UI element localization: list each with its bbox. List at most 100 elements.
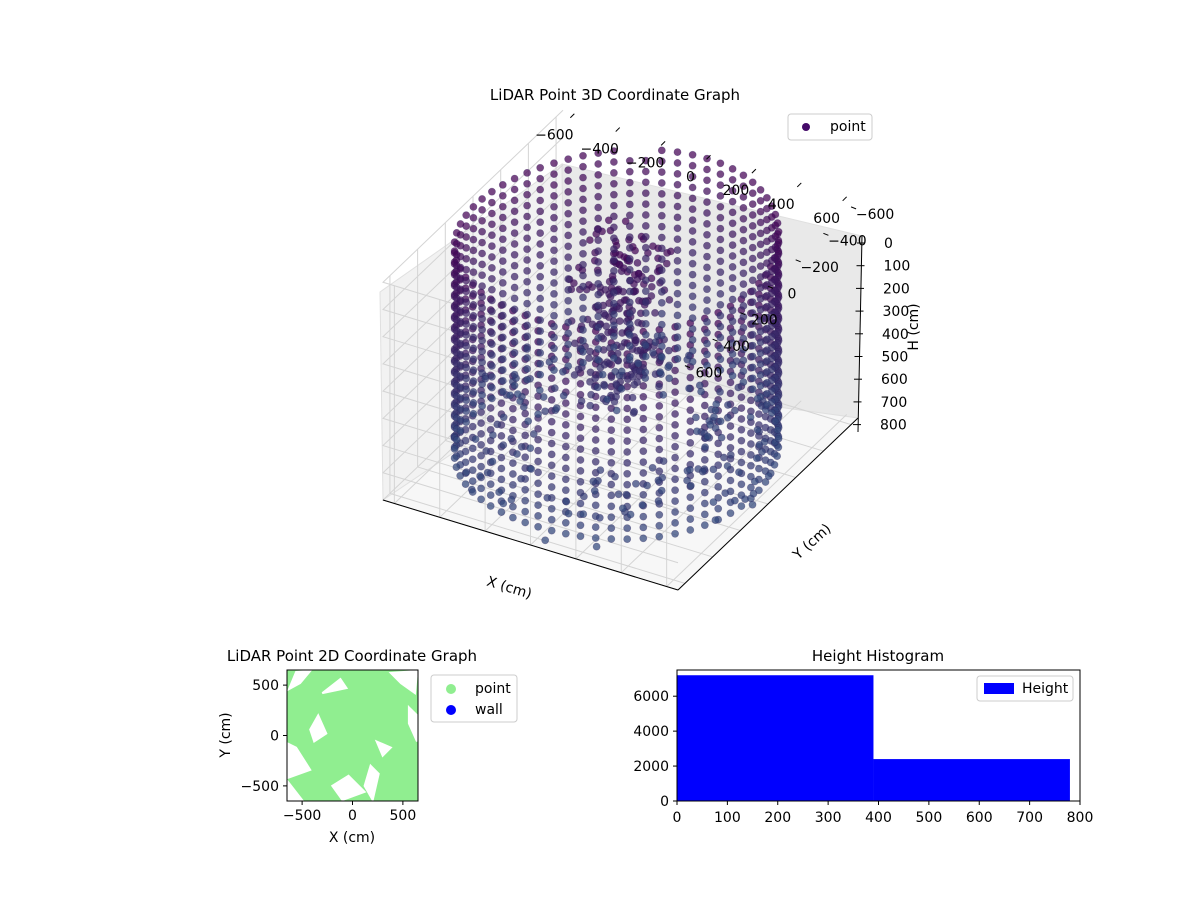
histogram-bar xyxy=(677,675,874,801)
lidar-point-3d xyxy=(550,355,558,364)
lidar-point-3d xyxy=(607,437,616,445)
lidar-point-3d xyxy=(716,300,725,309)
lidar-point-3d xyxy=(714,439,723,448)
lidar-point-3d xyxy=(579,162,587,171)
lidar-point-3d xyxy=(664,363,673,371)
lidar-point-3d xyxy=(550,191,558,200)
lidar-point-3d xyxy=(673,300,682,309)
lidar-point-3d xyxy=(564,198,573,207)
lidar-point-3d xyxy=(610,158,618,166)
x-tick-label-3d: 400 xyxy=(768,197,795,213)
lidar-point-3d xyxy=(564,318,573,327)
lidar-point-3d xyxy=(673,191,682,200)
y-tick-label-2d: 500 xyxy=(252,678,279,694)
lidar-point-3d xyxy=(550,224,558,233)
lidar-point-3d xyxy=(534,522,542,531)
lidar-point-3d xyxy=(763,313,771,322)
lidar-point-3d xyxy=(771,417,780,426)
lidar-point-3d xyxy=(714,374,723,382)
lidar-point-3d xyxy=(657,266,666,274)
lidar-point-3d xyxy=(510,305,519,314)
lidar-point-3d xyxy=(703,339,711,348)
lidar-point-3d xyxy=(610,245,618,253)
lidar-point-3d xyxy=(534,490,542,499)
lidar-point-3d xyxy=(700,521,709,530)
lidar-point-3d xyxy=(469,235,478,244)
lidar-point-3d xyxy=(462,298,471,307)
lidar-point-3d xyxy=(639,447,648,456)
histogram-title: Height Histogram xyxy=(812,647,944,665)
lidar-point-3d xyxy=(747,461,755,470)
z-tick-label-3d: 500 xyxy=(882,350,909,366)
lidar-point-3d xyxy=(461,480,470,488)
lidar-point-3d xyxy=(497,399,506,408)
lidar-point-3d xyxy=(763,291,771,300)
lidar-point-3d xyxy=(739,367,748,376)
lidar-point-3d xyxy=(524,417,533,426)
lidar-point-3d xyxy=(536,174,545,183)
lidar-point-3d xyxy=(683,476,691,485)
lidar-point-3d xyxy=(594,312,603,321)
lidar-point-3d xyxy=(561,420,570,429)
lidar-point-3d xyxy=(621,217,630,226)
lidar-point-3d xyxy=(617,267,626,276)
lidar-point-3d xyxy=(564,509,573,518)
lidar-point-3d xyxy=(756,316,765,325)
lidar-point-3d xyxy=(655,521,664,530)
lidar-point-3d xyxy=(462,276,471,285)
lidar-point-3d xyxy=(756,327,765,336)
lidar-point-3d xyxy=(559,367,567,376)
lidar-point-3d xyxy=(673,180,682,189)
lidar-point-3d xyxy=(607,458,616,467)
lidar-point-3d xyxy=(726,509,735,518)
lidar-point-3d xyxy=(688,237,697,246)
lidar-point-3d xyxy=(614,490,623,499)
lidar-point-3d xyxy=(550,246,558,255)
lidar-point-3d xyxy=(462,374,471,383)
legend-hist-swatch xyxy=(984,683,1014,694)
lidar-point-3d xyxy=(550,170,558,178)
lidar-point-3d xyxy=(748,232,757,241)
lidar-point-3d xyxy=(763,193,771,202)
lidar-point-3d xyxy=(598,370,607,379)
lidar-point-3d xyxy=(728,175,737,184)
lidar-point-3d xyxy=(456,471,465,480)
lidar-point-3d xyxy=(748,298,757,306)
lidar-point-3d xyxy=(671,475,679,484)
lidar-point-3d xyxy=(655,445,664,454)
lidar-point-3d xyxy=(688,270,697,279)
lidar-point-3d xyxy=(728,273,737,282)
lidar-point-3d xyxy=(607,502,616,511)
lidar-point-3d xyxy=(506,391,514,400)
lidar-point-3d xyxy=(728,197,737,206)
lidar-point-3d xyxy=(657,233,666,242)
lidar-point-3d xyxy=(688,281,697,290)
lidar-point-3d xyxy=(523,299,531,308)
y-tick-label-3d: 200 xyxy=(751,313,778,329)
lidar-point-3d xyxy=(625,200,634,209)
lidar-point-3d xyxy=(550,235,558,244)
lidar-point-3d xyxy=(534,457,542,466)
x-tick-label-hist: 500 xyxy=(916,810,943,826)
lidar-point-3d xyxy=(478,391,486,399)
lidar-point-3d xyxy=(550,202,558,211)
lidar-point-3d xyxy=(728,252,737,260)
lidar-point-3d xyxy=(734,383,743,392)
lidar-point-3d xyxy=(655,434,664,443)
lidar-point-3d xyxy=(739,280,748,288)
lidar-point-3d xyxy=(671,420,679,429)
lidar-point-3d xyxy=(564,362,573,370)
lidar-point-3d xyxy=(763,357,771,365)
lidar-point-3d xyxy=(763,389,771,398)
lidar-point-3d xyxy=(737,480,746,489)
lidar-point-3d xyxy=(686,515,695,523)
lidar-point-3d xyxy=(607,373,616,381)
x-tick-label-hist: 300 xyxy=(815,810,842,826)
lidar-point-3d xyxy=(728,186,737,195)
lidar-point-3d xyxy=(564,155,573,164)
lidar-point-3d xyxy=(728,208,737,217)
lidar-point-3d xyxy=(655,401,664,410)
lidar-point-3d xyxy=(562,497,571,506)
lidar-point-3d xyxy=(748,287,757,296)
histogram-bars xyxy=(677,675,1070,801)
